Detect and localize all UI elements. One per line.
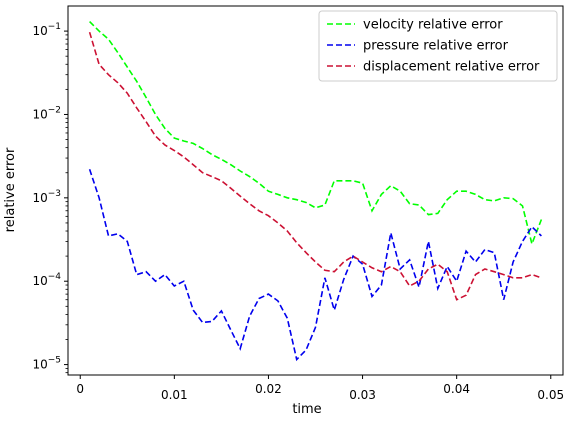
y-axis: 10−1 10−2 10−3 10−4 10−5 (32, 22, 68, 374)
legend: velocity relative error pressure relative… (318, 10, 558, 82)
x-tick-label: 0 (76, 382, 84, 396)
legend-label: velocity relative error (363, 18, 503, 33)
y-axis-label: relative error (3, 147, 18, 232)
x-tick-label: 0.04 (443, 382, 470, 396)
y-tick-label: 10−1 (32, 22, 61, 38)
y-tick-label: 10−5 (32, 356, 61, 372)
y-tick-label: 10−2 (32, 105, 61, 121)
x-tick-label: 0.01 (161, 388, 188, 402)
x-tick-label: 0.03 (349, 388, 376, 402)
series-layer (88, 21, 543, 362)
legend-label: displacement relative error (363, 60, 540, 75)
legend-label: pressure relative error (363, 39, 509, 54)
plot-frame (67, 5, 564, 376)
legend-box (318, 10, 558, 82)
x-tick-label: 0.02 (255, 382, 282, 396)
y-tick-label: 10−3 (32, 189, 61, 205)
series-line-0 (89, 21, 543, 247)
y-tick-label: 10−4 (32, 272, 61, 288)
series-line-1 (88, 169, 542, 362)
x-tick-label: 0.05 (537, 388, 564, 402)
x-axis-label: time (292, 402, 321, 417)
x-axis: 0 0.01 0.02 0.03 0.04 0.05 (76, 375, 564, 402)
series-line-2 (88, 31, 542, 301)
